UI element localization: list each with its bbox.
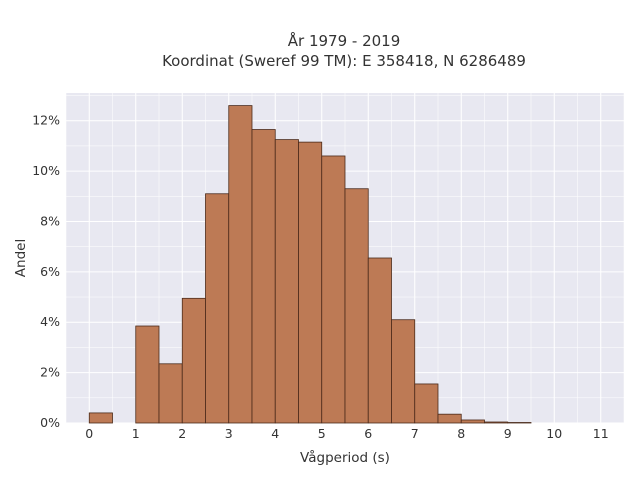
y-tick-labels: 0% 2% 4% 6% 8% 10% 12% — [32, 113, 60, 430]
histogram-bar — [484, 421, 509, 424]
y-tick-label: 2% — [40, 365, 60, 380]
histogram-bar — [228, 105, 253, 424]
y-tick-label: 4% — [40, 314, 60, 329]
y-tick-label: 12% — [32, 113, 60, 128]
histogram-bar — [298, 141, 323, 424]
bars — [88, 105, 532, 424]
x-tick-label: 2 — [178, 426, 186, 441]
histogram-bar — [391, 319, 416, 424]
x-tick-label: 4 — [271, 426, 279, 441]
y-tick-label: 8% — [40, 213, 60, 228]
histogram-bar — [135, 325, 160, 424]
histogram-bar — [321, 155, 346, 424]
histogram-bar — [205, 193, 230, 424]
x-tick-labels: 0 1 2 3 4 5 6 7 8 9 10 11 — [85, 426, 608, 441]
y-axis-label: Andel — [13, 239, 29, 277]
histogram-bar — [344, 188, 369, 424]
chart-title-line-1: År 1979 - 2019 — [288, 31, 401, 50]
histogram-bar — [274, 139, 299, 424]
x-tick-label: 9 — [504, 426, 512, 441]
y-tick-label: 10% — [32, 163, 60, 178]
x-tick-label: 7 — [411, 426, 419, 441]
x-tick-label: 5 — [318, 426, 326, 441]
histogram-bar — [367, 257, 392, 424]
histogram-bar — [88, 412, 113, 424]
x-tick-label: 1 — [132, 426, 140, 441]
x-axis-label: Vågperiod (s) — [300, 449, 390, 466]
histogram-bar — [507, 422, 532, 424]
x-tick-label: 6 — [364, 426, 372, 441]
y-tick-label: 6% — [40, 264, 60, 279]
chart-title-line-2: Koordinat (Sweref 99 TM): E 358418, N 62… — [162, 52, 526, 70]
histogram-bar — [251, 129, 276, 424]
x-tick-label: 10 — [546, 426, 562, 441]
x-tick-label: 0 — [85, 426, 93, 441]
histogram-bar — [158, 363, 183, 424]
histogram-bar — [460, 419, 485, 424]
histogram-bar — [437, 413, 462, 424]
histogram-bar — [414, 383, 439, 424]
y-tick-label: 0% — [40, 415, 60, 430]
x-tick-label: 11 — [593, 426, 609, 441]
x-tick-label: 8 — [457, 426, 465, 441]
x-tick-label: 3 — [225, 426, 233, 441]
histogram-bar — [181, 297, 206, 424]
